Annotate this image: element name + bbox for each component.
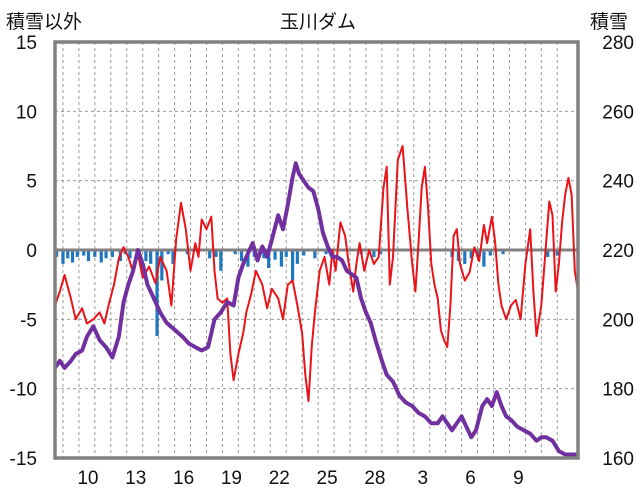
y-left-tick-label: 15 bbox=[16, 33, 37, 54]
precip-bar bbox=[61, 250, 65, 264]
precip-bar bbox=[302, 250, 306, 256]
precip-bar bbox=[482, 250, 486, 267]
precip-bar bbox=[104, 250, 108, 259]
precip-bar bbox=[66, 250, 70, 259]
tick-labels: 15 10 5 0 -5 -10 -15 280 260 240 220 200 180 160 10 13 1… bbox=[10, 33, 634, 489]
precip-bar bbox=[290, 250, 295, 281]
y-left-tick-label: -5 bbox=[20, 310, 37, 331]
precip-bar bbox=[75, 250, 79, 257]
x-tick-label: 19 bbox=[221, 468, 242, 489]
precip-bar bbox=[214, 250, 218, 257]
precip-bar bbox=[324, 250, 328, 255]
precip-bar bbox=[239, 250, 244, 262]
left-axis-label: 積雪以外 bbox=[6, 11, 82, 33]
x-tick-label: 16 bbox=[173, 468, 194, 489]
precip-bar bbox=[149, 250, 153, 264]
plot-frame-layer bbox=[53, 40, 580, 460]
x-tick-label: 9 bbox=[513, 468, 524, 489]
y-left-tick-label: -15 bbox=[10, 449, 37, 470]
y-right-tick-label: 200 bbox=[602, 310, 634, 331]
x-tick-label: 13 bbox=[125, 468, 146, 489]
precip-bar bbox=[70, 250, 75, 263]
y-right-tick-label: 240 bbox=[602, 172, 634, 193]
plot-marks bbox=[53, 145, 579, 457]
precip-bar bbox=[555, 250, 559, 256]
precip-bar bbox=[208, 250, 212, 259]
precip-bar bbox=[279, 250, 284, 267]
x-tick-label: 3 bbox=[417, 468, 428, 489]
precip-bar bbox=[546, 250, 550, 257]
precip-bar bbox=[488, 250, 492, 256]
y-left-tick-label: 10 bbox=[16, 102, 37, 123]
x-tick-label: 22 bbox=[269, 468, 290, 489]
precip-bar bbox=[469, 250, 473, 259]
precip-bar bbox=[128, 250, 132, 259]
x-tick-label: 10 bbox=[77, 468, 98, 489]
precip-bar bbox=[93, 250, 97, 257]
y-right-tick-label: 260 bbox=[602, 102, 634, 123]
y-left-tick-label: 5 bbox=[26, 172, 37, 193]
x-tick-label: 25 bbox=[317, 468, 338, 489]
precip-bar bbox=[166, 250, 170, 255]
precip-bar bbox=[185, 250, 189, 255]
precip-bar bbox=[501, 250, 505, 255]
y-left-tick-label: -10 bbox=[10, 380, 37, 401]
temperature-line bbox=[54, 145, 579, 403]
precip-bar bbox=[313, 250, 317, 259]
precip-bar bbox=[233, 250, 237, 255]
precip-bar bbox=[86, 250, 91, 262]
precip-bar bbox=[267, 250, 271, 269]
precip-bar bbox=[295, 250, 299, 264]
precip-bar bbox=[463, 250, 467, 264]
precip-bar bbox=[82, 250, 86, 256]
x-tick-label: 28 bbox=[364, 468, 385, 489]
precip-bar bbox=[219, 250, 223, 271]
precip-bar bbox=[144, 250, 148, 262]
y-right-tick-label: 280 bbox=[602, 33, 634, 54]
precip-bar bbox=[372, 250, 376, 257]
snow-depth-line bbox=[53, 161, 578, 457]
precip-bar bbox=[171, 250, 175, 264]
y-left-tick-label: 0 bbox=[26, 241, 37, 262]
precip-bar bbox=[284, 250, 288, 257]
precip-bar bbox=[246, 250, 250, 267]
precip-bar bbox=[99, 250, 103, 263]
precip-bar bbox=[155, 250, 159, 336]
plot-frame bbox=[53, 40, 580, 460]
right-axis-label: 積雪 bbox=[590, 11, 628, 33]
y-right-tick-label: 220 bbox=[602, 241, 634, 262]
y-right-tick-label: 180 bbox=[602, 380, 634, 401]
precip-bar bbox=[273, 250, 277, 260]
precip-bar bbox=[110, 250, 115, 257]
precip-bar bbox=[160, 250, 164, 281]
precip-bar bbox=[378, 250, 382, 255]
chart-title: 玉川ダム bbox=[280, 11, 356, 33]
x-tick-label: 6 bbox=[465, 468, 476, 489]
y-right-tick-label: 160 bbox=[602, 449, 634, 470]
